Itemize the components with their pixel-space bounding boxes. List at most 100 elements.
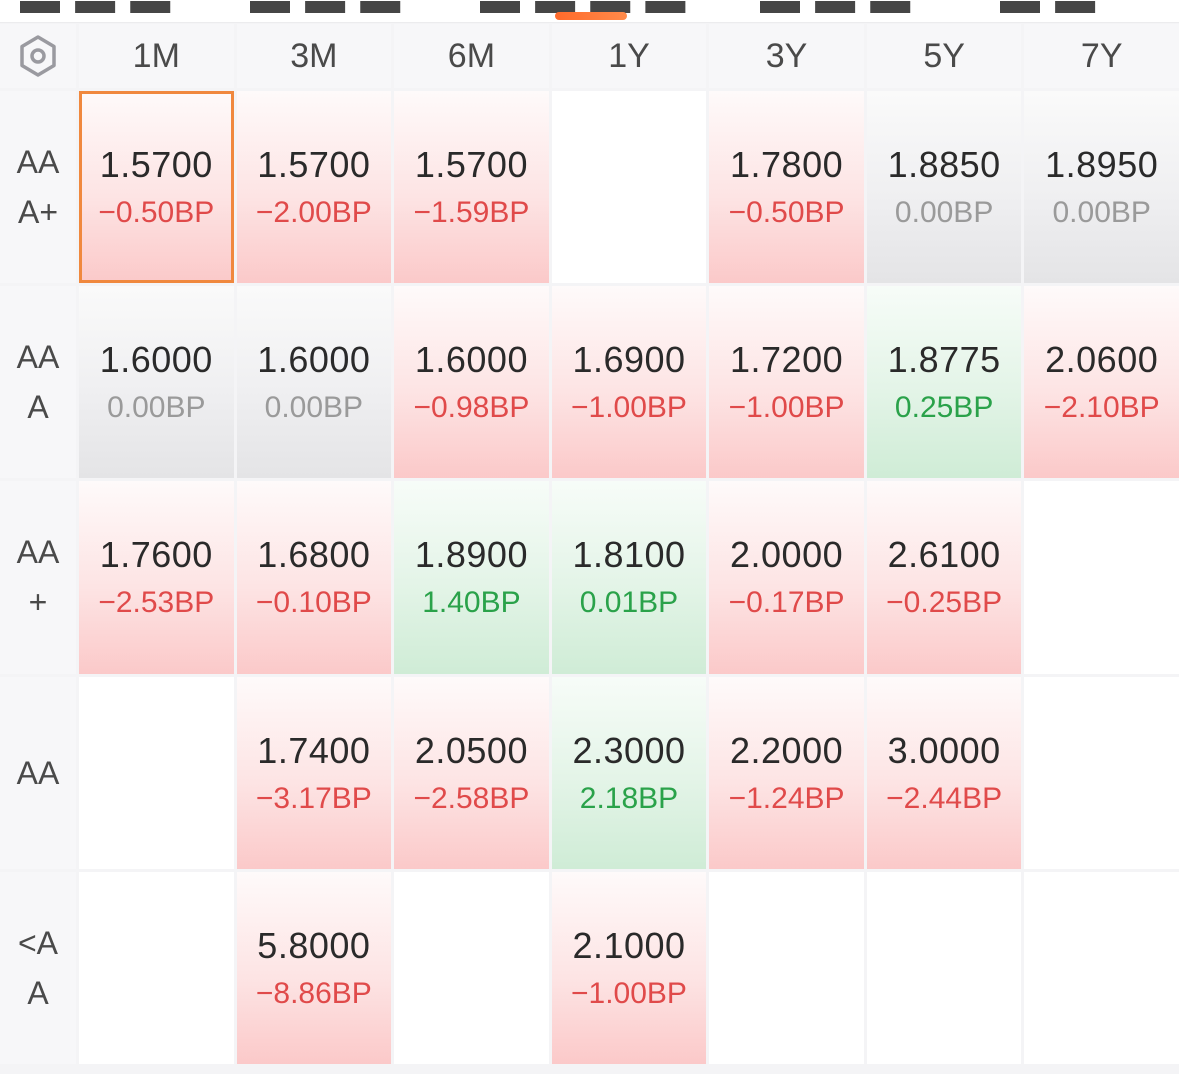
rate-matrix: 1M 3M 6M 1Y 3Y 5Y 7Y AAA+ 1.5700 −0.50BP 1.…: [0, 24, 1179, 1064]
col-header-5y[interactable]: 5Y: [866, 24, 1022, 88]
rate-value: 2.0500: [414, 729, 528, 771]
bottom-strip: [0, 1064, 1179, 1074]
rate-cell[interactable]: 1.5700 −1.59BP: [394, 91, 549, 284]
rate-value: 1.5700: [414, 144, 528, 186]
rate-cell[interactable]: 1.6000 −0.98BP: [394, 286, 549, 479]
tab-partial-1[interactable]: ▬ ▬ ▬: [20, 0, 173, 22]
rate-cell[interactable]: 2.3000 2.18BP: [551, 676, 707, 869]
rate-value: 1.6000: [257, 339, 371, 381]
rate-cell[interactable]: 1.5700 −2.00BP: [236, 91, 392, 284]
rate-cell[interactable]: 5.8000 −8.86BP: [236, 871, 392, 1064]
rate-change: 0.00BP: [264, 391, 364, 425]
rate-change: −0.98BP: [413, 391, 530, 425]
rate-value: 3.0000: [887, 729, 1001, 771]
tab-partial-2[interactable]: ▬ ▬ ▬: [250, 0, 403, 22]
rate-cell[interactable]: 1.8775 0.25BP: [866, 286, 1022, 479]
tab-partial-5[interactable]: ▬ ▬: [1000, 0, 1098, 22]
rate-value: 5.8000: [257, 924, 371, 966]
hexagon-settings-icon: [20, 35, 56, 77]
empty-cell: [394, 871, 549, 1064]
row-label: <AA: [0, 871, 76, 1064]
rate-change: −2.53BP: [98, 586, 215, 620]
rate-change: −0.17BP: [728, 586, 845, 620]
rate-value: 1.7400: [257, 729, 371, 771]
tab-partial-4[interactable]: ▬ ▬ ▬: [760, 0, 913, 22]
rate-cell[interactable]: 1.8100 0.01BP: [551, 481, 707, 674]
tab-partial-3[interactable]: ▬ ▬ ▬ ▬: [480, 0, 688, 22]
rate-cell[interactable]: 2.0600 −2.10BP: [1024, 286, 1179, 479]
rate-change: −2.44BP: [886, 781, 1003, 815]
rate-change: −2.10BP: [1043, 391, 1160, 425]
rate-cell[interactable]: 2.1000 −1.00BP: [551, 871, 707, 1064]
rate-change: 0.00BP: [107, 391, 206, 425]
rate-value: 1.5700: [257, 144, 371, 186]
rate-change: −1.24BP: [728, 781, 845, 815]
rate-change: −1.00BP: [571, 391, 687, 425]
rate-value: 2.3000: [572, 729, 686, 771]
rate-change: −0.25BP: [886, 586, 1003, 620]
rate-change: −0.10BP: [255, 586, 372, 620]
empty-cell: [709, 871, 864, 1064]
rate-value: 2.0000: [730, 534, 844, 576]
empty-cell: [866, 871, 1022, 1064]
row-label: AAA+: [0, 91, 76, 284]
rate-change: 0.00BP: [1052, 196, 1151, 230]
col-header-6m[interactable]: 6M: [394, 24, 549, 88]
settings-button[interactable]: [0, 24, 76, 88]
rate-value: 1.6000: [414, 339, 528, 381]
rate-cell[interactable]: 1.6000 0.00BP: [236, 286, 392, 479]
rate-value: 1.8900: [414, 534, 528, 576]
category-tab-bar[interactable]: ▬ ▬ ▬ ▬ ▬ ▬ ▬ ▬ ▬ ▬ ▬ ▬ ▬ ▬ ▬: [0, 0, 1179, 23]
rate-change: −2.58BP: [413, 781, 530, 815]
rate-cell[interactable]: 1.7800 −0.50BP: [709, 91, 864, 284]
rate-value: 2.2000: [730, 729, 844, 771]
rate-change: −0.50BP: [728, 196, 845, 230]
rate-change: −1.59BP: [413, 196, 530, 230]
rate-change: −0.50BP: [98, 196, 215, 230]
rate-cell[interactable]: 1.8900 1.40BP: [394, 481, 549, 674]
rate-cell[interactable]: 3.0000 −2.44BP: [866, 676, 1022, 869]
rate-cell[interactable]: 1.6900 −1.00BP: [551, 286, 707, 479]
rate-cell[interactable]: 2.2000 −1.24BP: [709, 676, 864, 869]
rate-value: 1.7600: [99, 534, 213, 576]
rate-cell[interactable]: 1.5700 −0.50BP: [79, 91, 234, 284]
rate-cell[interactable]: 1.6800 −0.10BP: [236, 481, 392, 674]
empty-cell: [551, 91, 707, 284]
rate-cell[interactable]: 1.7200 −1.00BP: [709, 286, 864, 479]
col-header-3m[interactable]: 3M: [236, 24, 392, 88]
col-header-1m[interactable]: 1M: [79, 24, 234, 88]
rate-change: −1.00BP: [728, 391, 845, 425]
rate-change: −3.17BP: [255, 781, 372, 815]
rate-change: 1.40BP: [422, 586, 521, 620]
rate-value: 1.6800: [257, 534, 371, 576]
rate-cell[interactable]: 2.6100 −0.25BP: [866, 481, 1022, 674]
rate-cell[interactable]: 2.0500 −2.58BP: [394, 676, 549, 869]
rate-change: 0.25BP: [894, 391, 994, 425]
rate-cell[interactable]: 1.7400 −3.17BP: [236, 676, 392, 869]
rate-change: 2.18BP: [579, 781, 679, 815]
rate-cell[interactable]: 1.8850 0.00BP: [866, 91, 1022, 284]
rate-cell[interactable]: 1.8950 0.00BP: [1024, 91, 1179, 284]
rate-change: 0.01BP: [579, 586, 679, 620]
rate-change: −1.00BP: [571, 976, 687, 1010]
row-label: AA+: [0, 481, 76, 674]
rate-cell[interactable]: 1.6000 0.00BP: [79, 286, 234, 479]
rate-value: 2.1000: [572, 924, 686, 966]
col-header-3y[interactable]: 3Y: [709, 24, 864, 88]
rate-change: −8.86BP: [255, 976, 372, 1010]
empty-cell: [1024, 676, 1179, 869]
row-label: AA: [0, 676, 76, 869]
rate-value: 1.5700: [99, 144, 213, 186]
rate-value: 2.6100: [887, 534, 1001, 576]
rate-value: 1.6000: [99, 339, 213, 381]
rate-cell[interactable]: 2.0000 −0.17BP: [709, 481, 864, 674]
col-header-7y[interactable]: 7Y: [1024, 24, 1179, 88]
col-header-1y[interactable]: 1Y: [551, 24, 707, 88]
empty-cell: [79, 676, 234, 869]
rate-value: 1.6900: [572, 339, 686, 381]
rate-value: 1.8100: [572, 534, 686, 576]
rate-cell[interactable]: 1.7600 −2.53BP: [79, 481, 234, 674]
active-tab-indicator: [555, 12, 627, 20]
empty-cell: [79, 871, 234, 1064]
empty-cell: [1024, 481, 1179, 674]
